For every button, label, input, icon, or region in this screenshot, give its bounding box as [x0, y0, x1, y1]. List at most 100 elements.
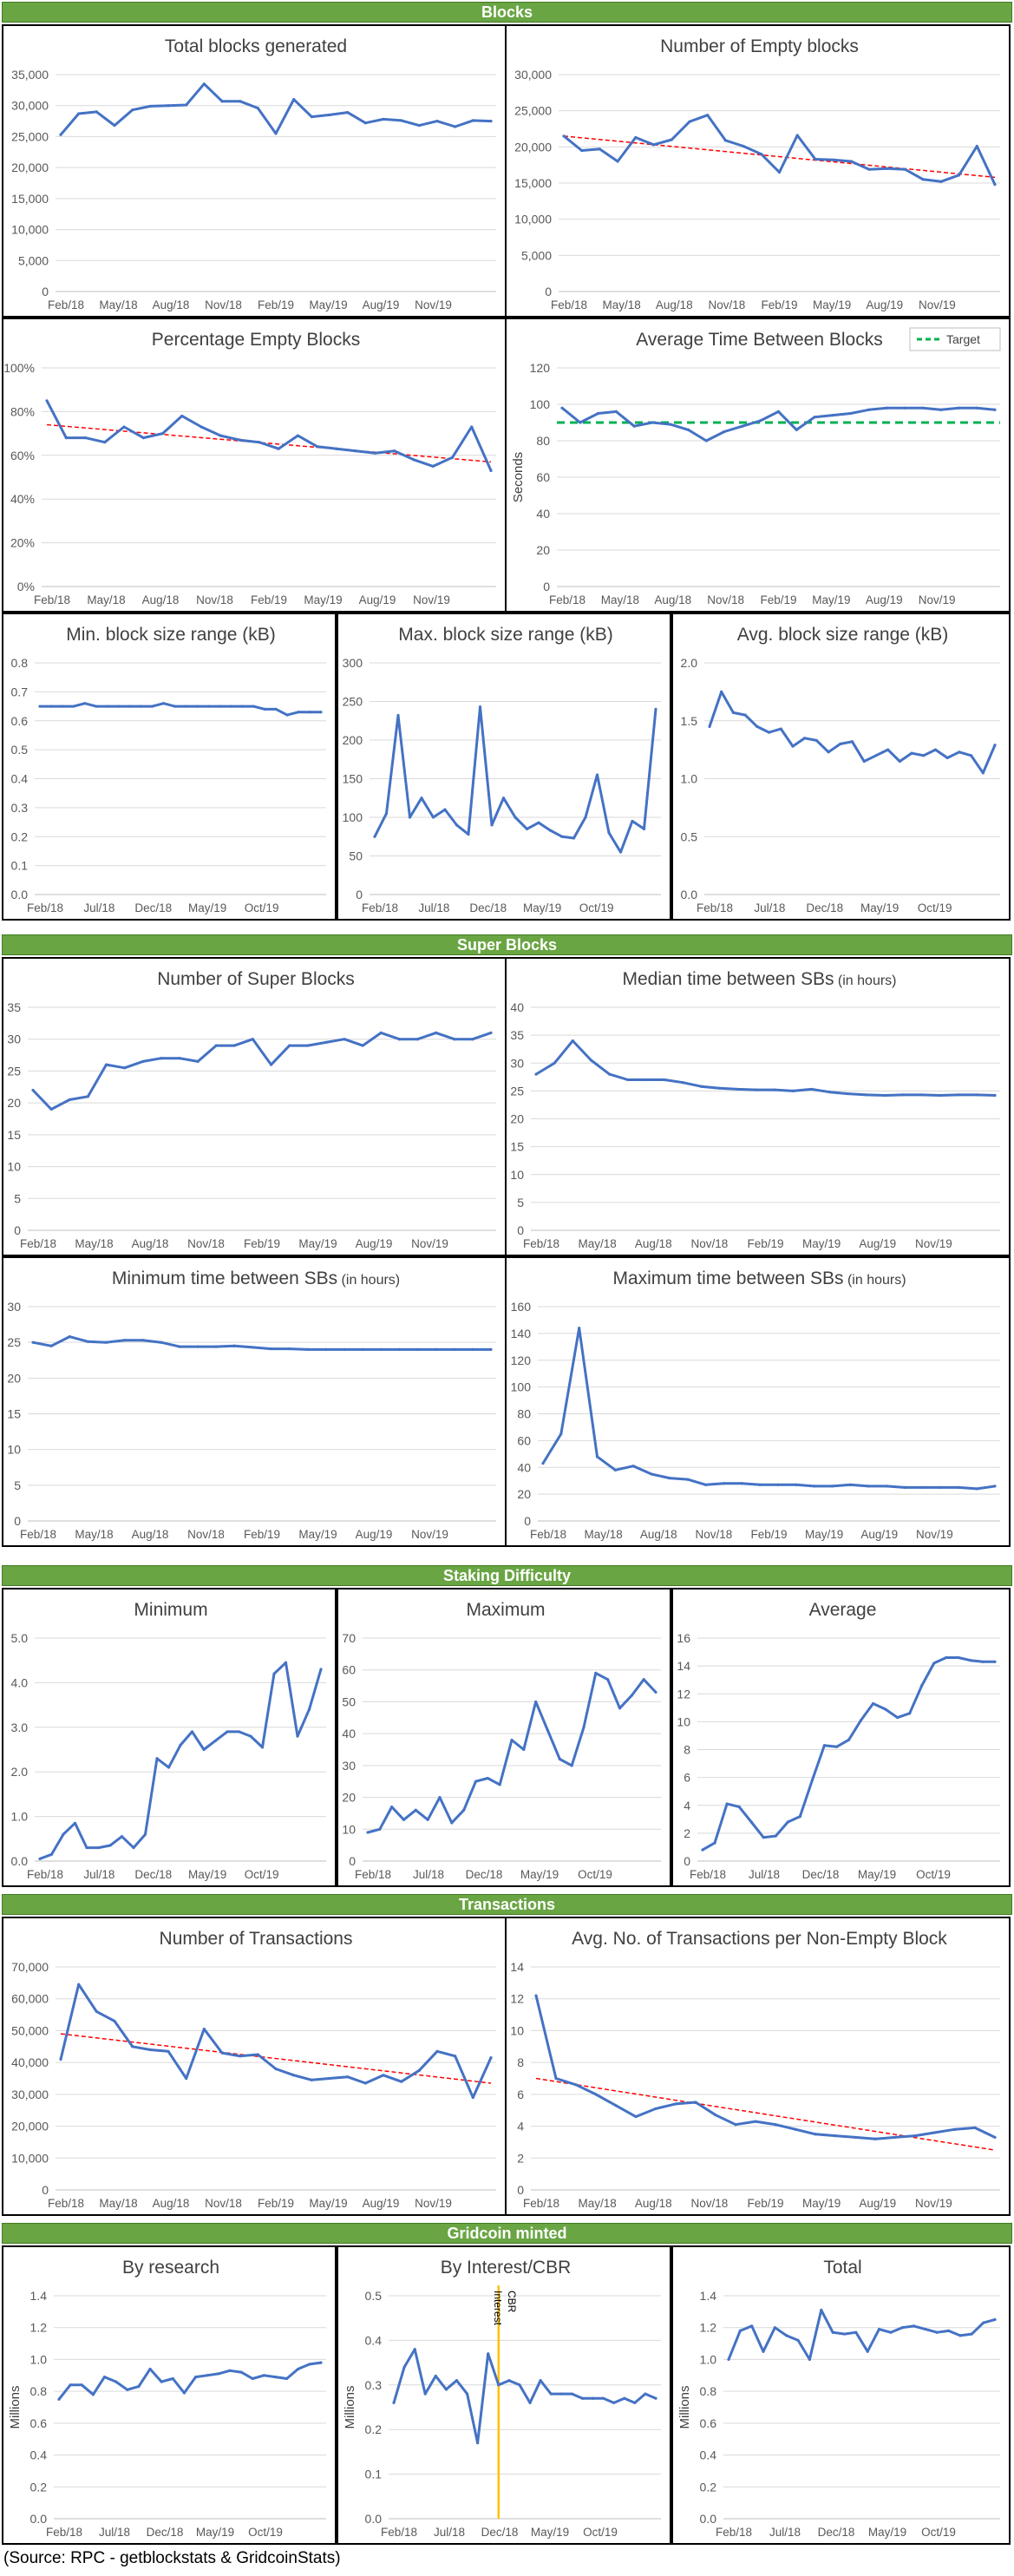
trend-line — [535, 2077, 996, 2151]
data-point — [232, 1344, 236, 1347]
y-tick-label: 15,000 — [11, 192, 49, 206]
data-point — [239, 2055, 242, 2058]
chart-title: Percentage Empty Blocks — [152, 330, 360, 350]
data-point — [794, 2127, 797, 2131]
data-point — [865, 1093, 868, 1097]
data-point — [686, 1478, 690, 1481]
x-tick-label: Aug/18 — [132, 1528, 169, 1541]
y-tick-label: 25 — [7, 1064, 21, 1078]
data-point — [297, 2367, 300, 2371]
chart-panel-super-blocks: Number of Super Blocks 0 5 10 15 20 25 30 35 Feb/… — [2, 957, 507, 1256]
data-point — [606, 1678, 610, 1681]
x-tick-label: Feb/18 — [697, 901, 733, 914]
data-point — [713, 1841, 716, 1845]
series-line — [541, 1327, 996, 1491]
data-point — [184, 705, 188, 708]
x-tick-label: Feb/18 — [381, 2526, 417, 2539]
data-point — [776, 410, 781, 413]
data-point — [31, 1088, 35, 1092]
data-point — [874, 754, 878, 757]
data-point — [417, 2068, 421, 2072]
data-point — [62, 1832, 65, 1836]
data-point — [618, 1707, 622, 1710]
data-point — [103, 441, 107, 444]
data-point — [579, 421, 582, 424]
y-tick-label: 20 — [510, 1112, 524, 1126]
data-point — [834, 1745, 839, 1748]
data-point — [72, 705, 75, 708]
x-tick-label: Aug/18 — [142, 593, 180, 606]
x-tick-label: Feb/18 — [551, 298, 587, 311]
data-point — [373, 451, 377, 455]
y-tick-label: 0.2 — [30, 2480, 48, 2494]
y-tick-label: 3.0 — [11, 1721, 29, 1734]
x-tick-label: Aug/19 — [859, 2197, 896, 2210]
data-point — [755, 1088, 758, 1091]
data-point — [518, 2383, 521, 2387]
data-point — [96, 1845, 101, 1850]
data-point — [777, 170, 782, 174]
data-point — [889, 2330, 893, 2334]
chart-title: By Interest/CBR — [441, 2258, 572, 2278]
data-point — [614, 410, 618, 413]
y-tick-label: 2 — [684, 1826, 690, 1840]
chart-svg-maximum-sb: Maximum time between SBs (in hours) 0 20 40… — [511, 1268, 1000, 1541]
data-point — [373, 835, 376, 838]
data-point — [796, 2338, 800, 2342]
data-point — [559, 1432, 563, 1436]
data-point — [762, 1836, 765, 1839]
x-tick-label: Jul/18 — [99, 2526, 130, 2539]
data-point — [400, 119, 403, 122]
data-point — [559, 2392, 563, 2396]
data-point — [498, 1783, 501, 1786]
data-point — [981, 771, 985, 775]
data-point — [319, 711, 323, 714]
y-tick-label: 15 — [510, 1140, 524, 1154]
x-tick-label: Feb/19 — [747, 1237, 783, 1250]
data-point — [269, 1347, 273, 1351]
data-point — [650, 1472, 653, 1476]
data-point — [454, 2055, 457, 2058]
data-point — [379, 1347, 383, 1351]
series-line — [40, 702, 321, 717]
data-point — [560, 406, 564, 410]
y-tick-label: 20 — [517, 1487, 531, 1501]
data-point — [867, 408, 871, 411]
data-point — [462, 1808, 466, 1812]
x-tick-label: Feb/18 — [690, 1868, 726, 1881]
data-point — [113, 123, 116, 128]
chart-title: Average Time Between Blocks — [636, 330, 882, 350]
data-point — [903, 167, 907, 171]
x-tick-label: May/19 — [298, 1237, 337, 1250]
data-point — [651, 421, 654, 424]
data-point — [921, 406, 925, 410]
data-point — [883, 1093, 886, 1098]
x-tick-label: Feb/19 — [251, 593, 287, 606]
data-point — [613, 1468, 617, 1472]
data-point — [86, 1340, 89, 1343]
y-tick-label: 0.6 — [700, 2416, 717, 2430]
data-point — [379, 1031, 383, 1034]
marker-label: CBR — [506, 2291, 518, 2313]
y-tick-label: 70,000 — [11, 1960, 49, 1974]
data-point — [859, 1719, 863, 1722]
x-tick-label: Dec/18 — [147, 2526, 184, 2539]
data-point — [686, 428, 690, 431]
chart-panel-avg-time: Average Time Between Blocks 0 20 40 60 80 100 1… — [505, 318, 1011, 613]
x-tick-label: Feb/18 — [46, 2526, 82, 2539]
data-point — [415, 1347, 420, 1351]
data-point — [957, 1485, 960, 1490]
data-point — [284, 1661, 288, 1664]
data-point — [820, 2308, 823, 2312]
data-point — [737, 1805, 741, 1808]
y-tick-label: 60 — [536, 470, 550, 484]
data-point — [791, 1089, 795, 1092]
data-point — [884, 1708, 887, 1711]
data-point — [714, 2114, 717, 2117]
data-point — [774, 1834, 777, 1838]
data-point — [594, 2093, 598, 2096]
data-point — [131, 108, 134, 112]
x-tick-label: Feb/18 — [355, 1868, 391, 1881]
y-tick-label: 0 — [42, 285, 49, 298]
chart-panel-min-block-size: Min. block size range (kB) 0.0 0.1 0.2 0.3 0.… — [2, 613, 337, 921]
